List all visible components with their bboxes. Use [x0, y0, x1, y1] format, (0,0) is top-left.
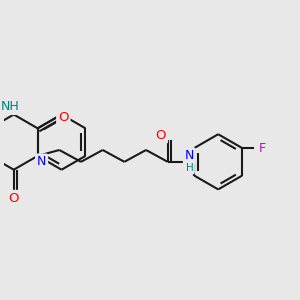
Text: N: N — [185, 149, 194, 162]
Text: H: H — [185, 163, 193, 173]
Text: O: O — [8, 192, 19, 205]
Text: F: F — [258, 142, 266, 154]
Text: N: N — [37, 155, 46, 168]
Text: O: O — [58, 111, 69, 124]
Text: NH: NH — [0, 100, 19, 113]
Text: O: O — [156, 129, 166, 142]
